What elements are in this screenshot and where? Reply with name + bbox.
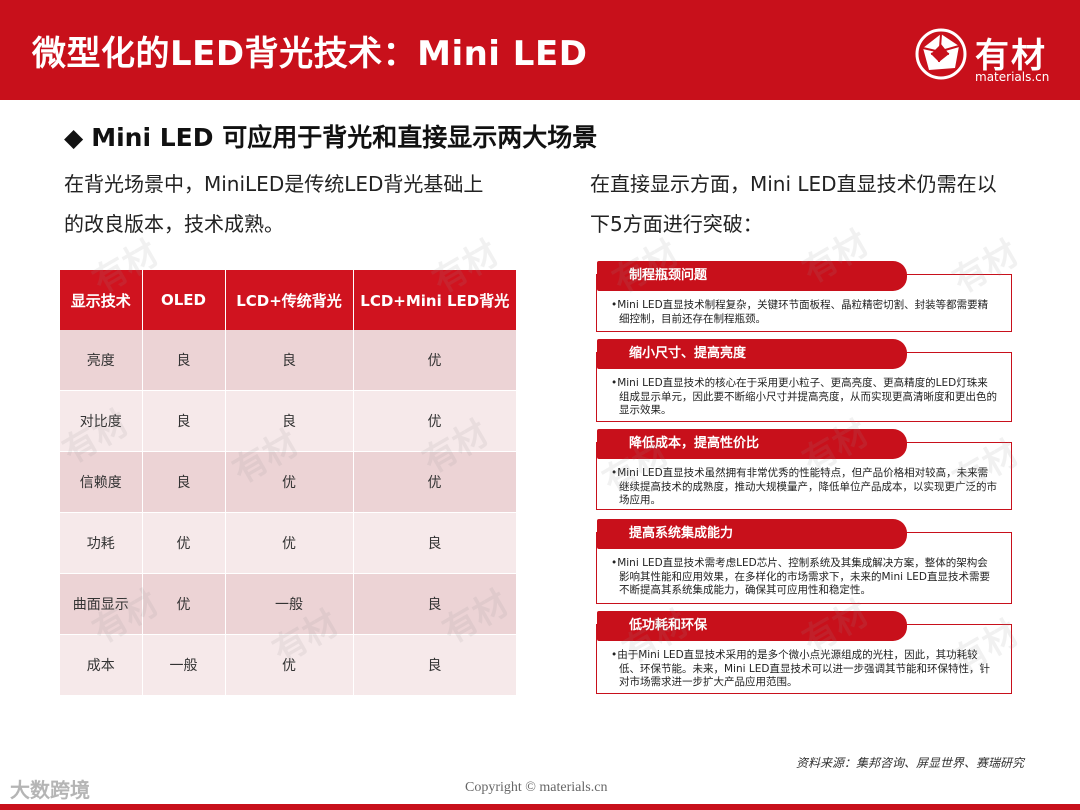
- table-row: 亮度 良 良 优: [60, 330, 517, 391]
- logo-name: 有材: [975, 36, 1047, 76]
- section-title-text: Mini LED 可应用于背光和直接显示两大场景: [91, 123, 598, 152]
- table-cell: 良: [225, 330, 354, 391]
- table-cell: 良: [225, 390, 354, 452]
- table-row: 曲面显示 优 一般 良: [60, 573, 517, 635]
- table-cell: 优: [353, 451, 517, 513]
- card-title: 制程瓶颈问题: [597, 261, 907, 291]
- card-body: •Mini LED直显技术的核心在于采用更小粒子、更高亮度、更高精度的LED灯珠…: [611, 377, 997, 416]
- table-header-row: 显示技术 OLED LCD+传统背光 LCD+Mini LED背光: [60, 270, 516, 330]
- card-title: 降低成本，提高性价比: [597, 429, 907, 459]
- table-header-cell: OLED: [142, 270, 226, 330]
- section-title: ◆ Mini LED 可应用于背光和直接显示两大场景: [64, 118, 597, 154]
- table-cell: 功耗: [60, 512, 143, 574]
- table-cell: 良: [353, 512, 517, 574]
- table-cell: 良: [353, 573, 517, 635]
- table-row: 信赖度 良 优 优: [60, 451, 517, 513]
- breakthrough-card: 降低成本，提高性价比 •Mini LED直显技术虽然拥有非常优秀的性能特点，但产…: [596, 429, 1012, 510]
- paragraph-line: 在直接显示方面，Mini LED直显技术仍需在以: [590, 172, 997, 196]
- table-cell: 对比度: [60, 390, 143, 452]
- table-row: 成本 一般 优 良: [60, 634, 517, 696]
- breakthrough-card: 制程瓶颈问题 •Mini LED直显技术制程复杂，关键环节面板程、晶粒精密切割、…: [596, 261, 1012, 332]
- breakthrough-card: 提高系统集成能力 •Mini LED直显技术需考虑LED芯片、控制系统及其集成解…: [596, 519, 1012, 604]
- table-cell: 良: [353, 634, 517, 696]
- comparison-table: 显示技术 OLED LCD+传统背光 LCD+Mini LED背光 亮度 良 良…: [60, 270, 517, 696]
- direct-display-paragraph: 在直接显示方面，Mini LED直显技术仍需在以 下5方面进行突破：: [590, 164, 1030, 244]
- table-cell: 优: [225, 634, 354, 696]
- table-row: 功耗 优 优 良: [60, 512, 517, 574]
- card-title: 低功耗和环保: [597, 611, 907, 641]
- table-header-cell: LCD+Mini LED背光: [353, 270, 516, 330]
- logo-icon: [915, 28, 967, 80]
- table-cell: 曲面显示: [60, 573, 143, 635]
- table-cell: 优: [142, 573, 226, 635]
- breakthrough-card: 缩小尺寸、提高亮度 •Mini LED直显技术的核心在于采用更小粒子、更高亮度、…: [596, 339, 1012, 422]
- card-body: •Mini LED直显技术需考虑LED芯片、控制系统及其集成解决方案，整体的架构…: [611, 557, 990, 596]
- breakthrough-card: 低功耗和环保 •由于Mini LED直显技术采用的是多个微小点光源组成的光柱，因…: [596, 611, 1012, 694]
- watermark-brand: 大数跨境: [10, 778, 90, 802]
- table-cell: 优: [353, 330, 517, 391]
- header-bar: 微型化的LED背光技术：Mini LED 有材 materials.cn: [0, 0, 1080, 100]
- table-cell: 一般: [142, 634, 226, 696]
- card-title: 缩小尺寸、提高亮度: [597, 339, 907, 369]
- paragraph-line: 下5方面进行突破：: [590, 212, 763, 236]
- paragraph-line: 的改良版本，技术成熟。: [64, 212, 284, 236]
- table-cell: 良: [142, 390, 226, 452]
- card-body: •Mini LED直显技术制程复杂，关键环节面板程、晶粒精密切割、封装等都需要精…: [611, 299, 989, 325]
- table-cell: 亮度: [60, 330, 143, 391]
- footer-bar: [0, 804, 1080, 810]
- table-cell: 信赖度: [60, 451, 143, 513]
- diamond-bullet-icon: ◆: [64, 123, 84, 152]
- table-cell: 优: [225, 451, 354, 513]
- card-title: 提高系统集成能力: [597, 519, 907, 549]
- backlight-paragraph: 在背光场景中，MiniLED是传统LED背光基础上 的改良版本，技术成熟。: [64, 164, 524, 244]
- logo: 有材 materials.cn: [915, 28, 1065, 84]
- table-cell: 良: [142, 451, 226, 513]
- table-header-cell: LCD+传统背光: [225, 270, 354, 330]
- table-cell: 优: [353, 390, 517, 452]
- table-cell: 成本: [60, 634, 143, 696]
- table-cell: 优: [142, 512, 226, 574]
- card-body: •由于Mini LED直显技术采用的是多个微小点光源组成的光柱，因此，其功耗较低…: [611, 649, 990, 688]
- source-note: 资料来源：集邦咨询、屏显世界、赛瑞研究: [795, 756, 1024, 770]
- table-row: 对比度 良 良 优: [60, 390, 517, 452]
- logo-subtitle: materials.cn: [975, 70, 1050, 84]
- page-title: 微型化的LED背光技术：Mini LED: [32, 34, 588, 74]
- paragraph-line: 在背光场景中，MiniLED是传统LED背光基础上: [64, 172, 484, 196]
- copyright: Copyright © materials.cn: [465, 780, 608, 795]
- table-cell: 优: [225, 512, 354, 574]
- card-body: •Mini LED直显技术虽然拥有非常优秀的性能特点，但产品价格相对较高，未来需…: [611, 467, 997, 506]
- table-header-cell: 显示技术: [60, 270, 143, 330]
- table-cell: 一般: [225, 573, 354, 635]
- table-cell: 良: [142, 330, 226, 391]
